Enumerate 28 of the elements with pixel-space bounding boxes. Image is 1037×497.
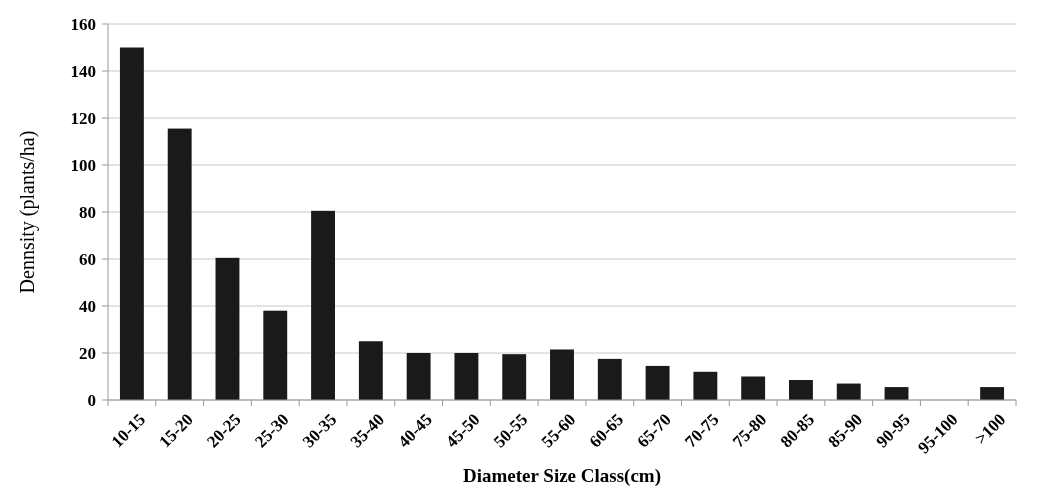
- bar: [502, 354, 527, 400]
- y-tick-label: 0: [87, 390, 96, 410]
- bar: [693, 371, 718, 400]
- y-tick-label: 80: [79, 202, 96, 222]
- bar: [215, 257, 240, 400]
- bar: [597, 358, 622, 400]
- y-tick-label: 140: [70, 61, 96, 81]
- bar: [980, 387, 1005, 400]
- x-axis-title: Diameter Size Class(cm): [462, 465, 662, 487]
- y-tick-label: 120: [70, 108, 96, 128]
- bar: [358, 341, 383, 400]
- bar: [263, 310, 288, 400]
- bar: [167, 128, 192, 400]
- y-tick-label: 40: [79, 296, 96, 316]
- y-tick-label: 60: [79, 249, 96, 269]
- bar: [406, 353, 431, 400]
- y-axis-title: Dennsity (plants/ha): [16, 130, 39, 294]
- y-tick-label: 160: [70, 14, 96, 34]
- bar: [454, 353, 479, 400]
- bar: [645, 365, 670, 400]
- y-tick-label: 20: [79, 343, 96, 363]
- bar: [836, 383, 861, 400]
- y-tick-label: 100: [70, 155, 96, 175]
- bar: [550, 349, 574, 400]
- bar: [311, 210, 335, 400]
- bar: [789, 380, 813, 400]
- bar: [119, 47, 144, 400]
- bar: [741, 376, 766, 400]
